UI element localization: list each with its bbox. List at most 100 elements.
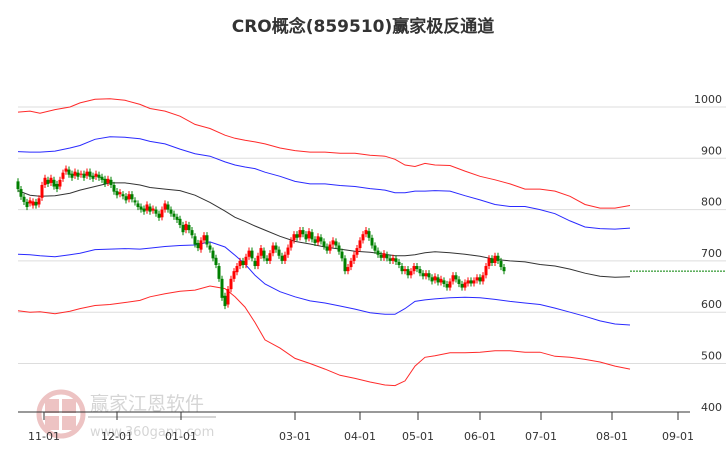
candle xyxy=(346,263,350,275)
chart-title: CRO概念(859510)赢家极反通道 xyxy=(231,17,495,37)
candle xyxy=(223,292,227,310)
candle xyxy=(244,253,248,269)
candle xyxy=(79,170,83,178)
candle xyxy=(466,277,470,287)
candle xyxy=(253,257,257,270)
candle xyxy=(163,200,167,213)
candle xyxy=(232,268,236,282)
candle xyxy=(94,170,98,180)
candle xyxy=(475,274,479,284)
candle xyxy=(370,234,374,249)
candle xyxy=(46,176,50,188)
candle xyxy=(58,176,62,190)
candle xyxy=(142,205,146,215)
candle xyxy=(409,268,413,279)
x-tick-label: 09-01 xyxy=(662,430,694,443)
x-tick-label: 06-01 xyxy=(464,430,496,443)
candle xyxy=(130,191,134,203)
channel-bands xyxy=(17,98,631,387)
candle xyxy=(136,200,140,211)
candle xyxy=(376,247,380,258)
candle xyxy=(106,175,110,187)
y-tick-label: 700 xyxy=(701,247,722,260)
candle xyxy=(385,251,389,262)
candle xyxy=(316,233,320,246)
candle xyxy=(133,197,137,206)
candle xyxy=(298,227,302,241)
candle xyxy=(199,237,203,253)
candle xyxy=(112,181,116,195)
candle xyxy=(361,231,365,244)
candle xyxy=(115,188,119,199)
candle xyxy=(262,247,266,262)
candle xyxy=(292,231,296,244)
candle xyxy=(202,232,206,244)
candle xyxy=(499,257,503,271)
candle xyxy=(325,243,329,254)
candle xyxy=(313,236,317,247)
candle xyxy=(352,251,356,264)
candle xyxy=(160,206,164,221)
candle xyxy=(31,198,35,209)
candle xyxy=(49,174,53,187)
candle xyxy=(256,252,260,270)
candle xyxy=(226,286,230,308)
candle xyxy=(22,193,26,205)
candle xyxy=(238,257,242,270)
candle xyxy=(490,255,494,267)
x-axis-labels: 11-01 12-01 01-01 03-01 04-01 05-01 06-01 07-01… xyxy=(28,412,694,443)
candle xyxy=(25,198,29,211)
watermark-url: www.360gann.com xyxy=(90,425,214,440)
candle xyxy=(445,280,449,291)
candle xyxy=(502,263,506,275)
outer-upper-line xyxy=(17,98,631,209)
candle xyxy=(343,255,347,275)
candle xyxy=(166,201,170,213)
candle xyxy=(436,274,440,286)
candle xyxy=(415,262,419,273)
candle xyxy=(184,220,188,234)
candle xyxy=(172,210,176,220)
candle xyxy=(424,270,428,280)
candle xyxy=(472,277,476,287)
candle xyxy=(118,189,122,198)
candle xyxy=(277,246,281,259)
grid-lines xyxy=(18,106,726,364)
candle xyxy=(37,195,41,208)
candle xyxy=(421,270,425,280)
inner-lower-line xyxy=(17,241,631,326)
candle xyxy=(403,266,407,275)
candle xyxy=(307,228,311,242)
y-axis-labels: 1000 900 800 700 600 500 400 xyxy=(694,93,722,414)
y-tick-label: 500 xyxy=(701,350,722,363)
candle xyxy=(280,252,284,264)
candle xyxy=(16,178,20,193)
y-tick-label: 900 xyxy=(701,144,722,157)
candle xyxy=(394,255,398,266)
candle xyxy=(139,203,143,213)
x-tick-label: 01-01 xyxy=(165,430,197,443)
candle xyxy=(127,191,131,203)
x-tick-label: 05-01 xyxy=(402,430,434,443)
candle xyxy=(43,174,47,189)
candle xyxy=(217,262,221,282)
candle xyxy=(214,254,218,269)
candle xyxy=(109,176,113,189)
candle xyxy=(91,172,95,182)
candle xyxy=(52,176,56,190)
candle xyxy=(310,229,314,243)
candle xyxy=(406,266,410,279)
candle xyxy=(250,247,254,262)
candle xyxy=(349,257,353,271)
middle-line xyxy=(17,182,631,278)
candle xyxy=(259,244,263,259)
candle xyxy=(61,169,65,182)
x-tick-label: 07-01 xyxy=(525,430,557,443)
candle xyxy=(478,274,482,285)
candle xyxy=(73,168,77,179)
candle xyxy=(154,206,158,217)
candle xyxy=(70,170,74,181)
candle xyxy=(268,250,272,264)
candle xyxy=(55,180,59,193)
